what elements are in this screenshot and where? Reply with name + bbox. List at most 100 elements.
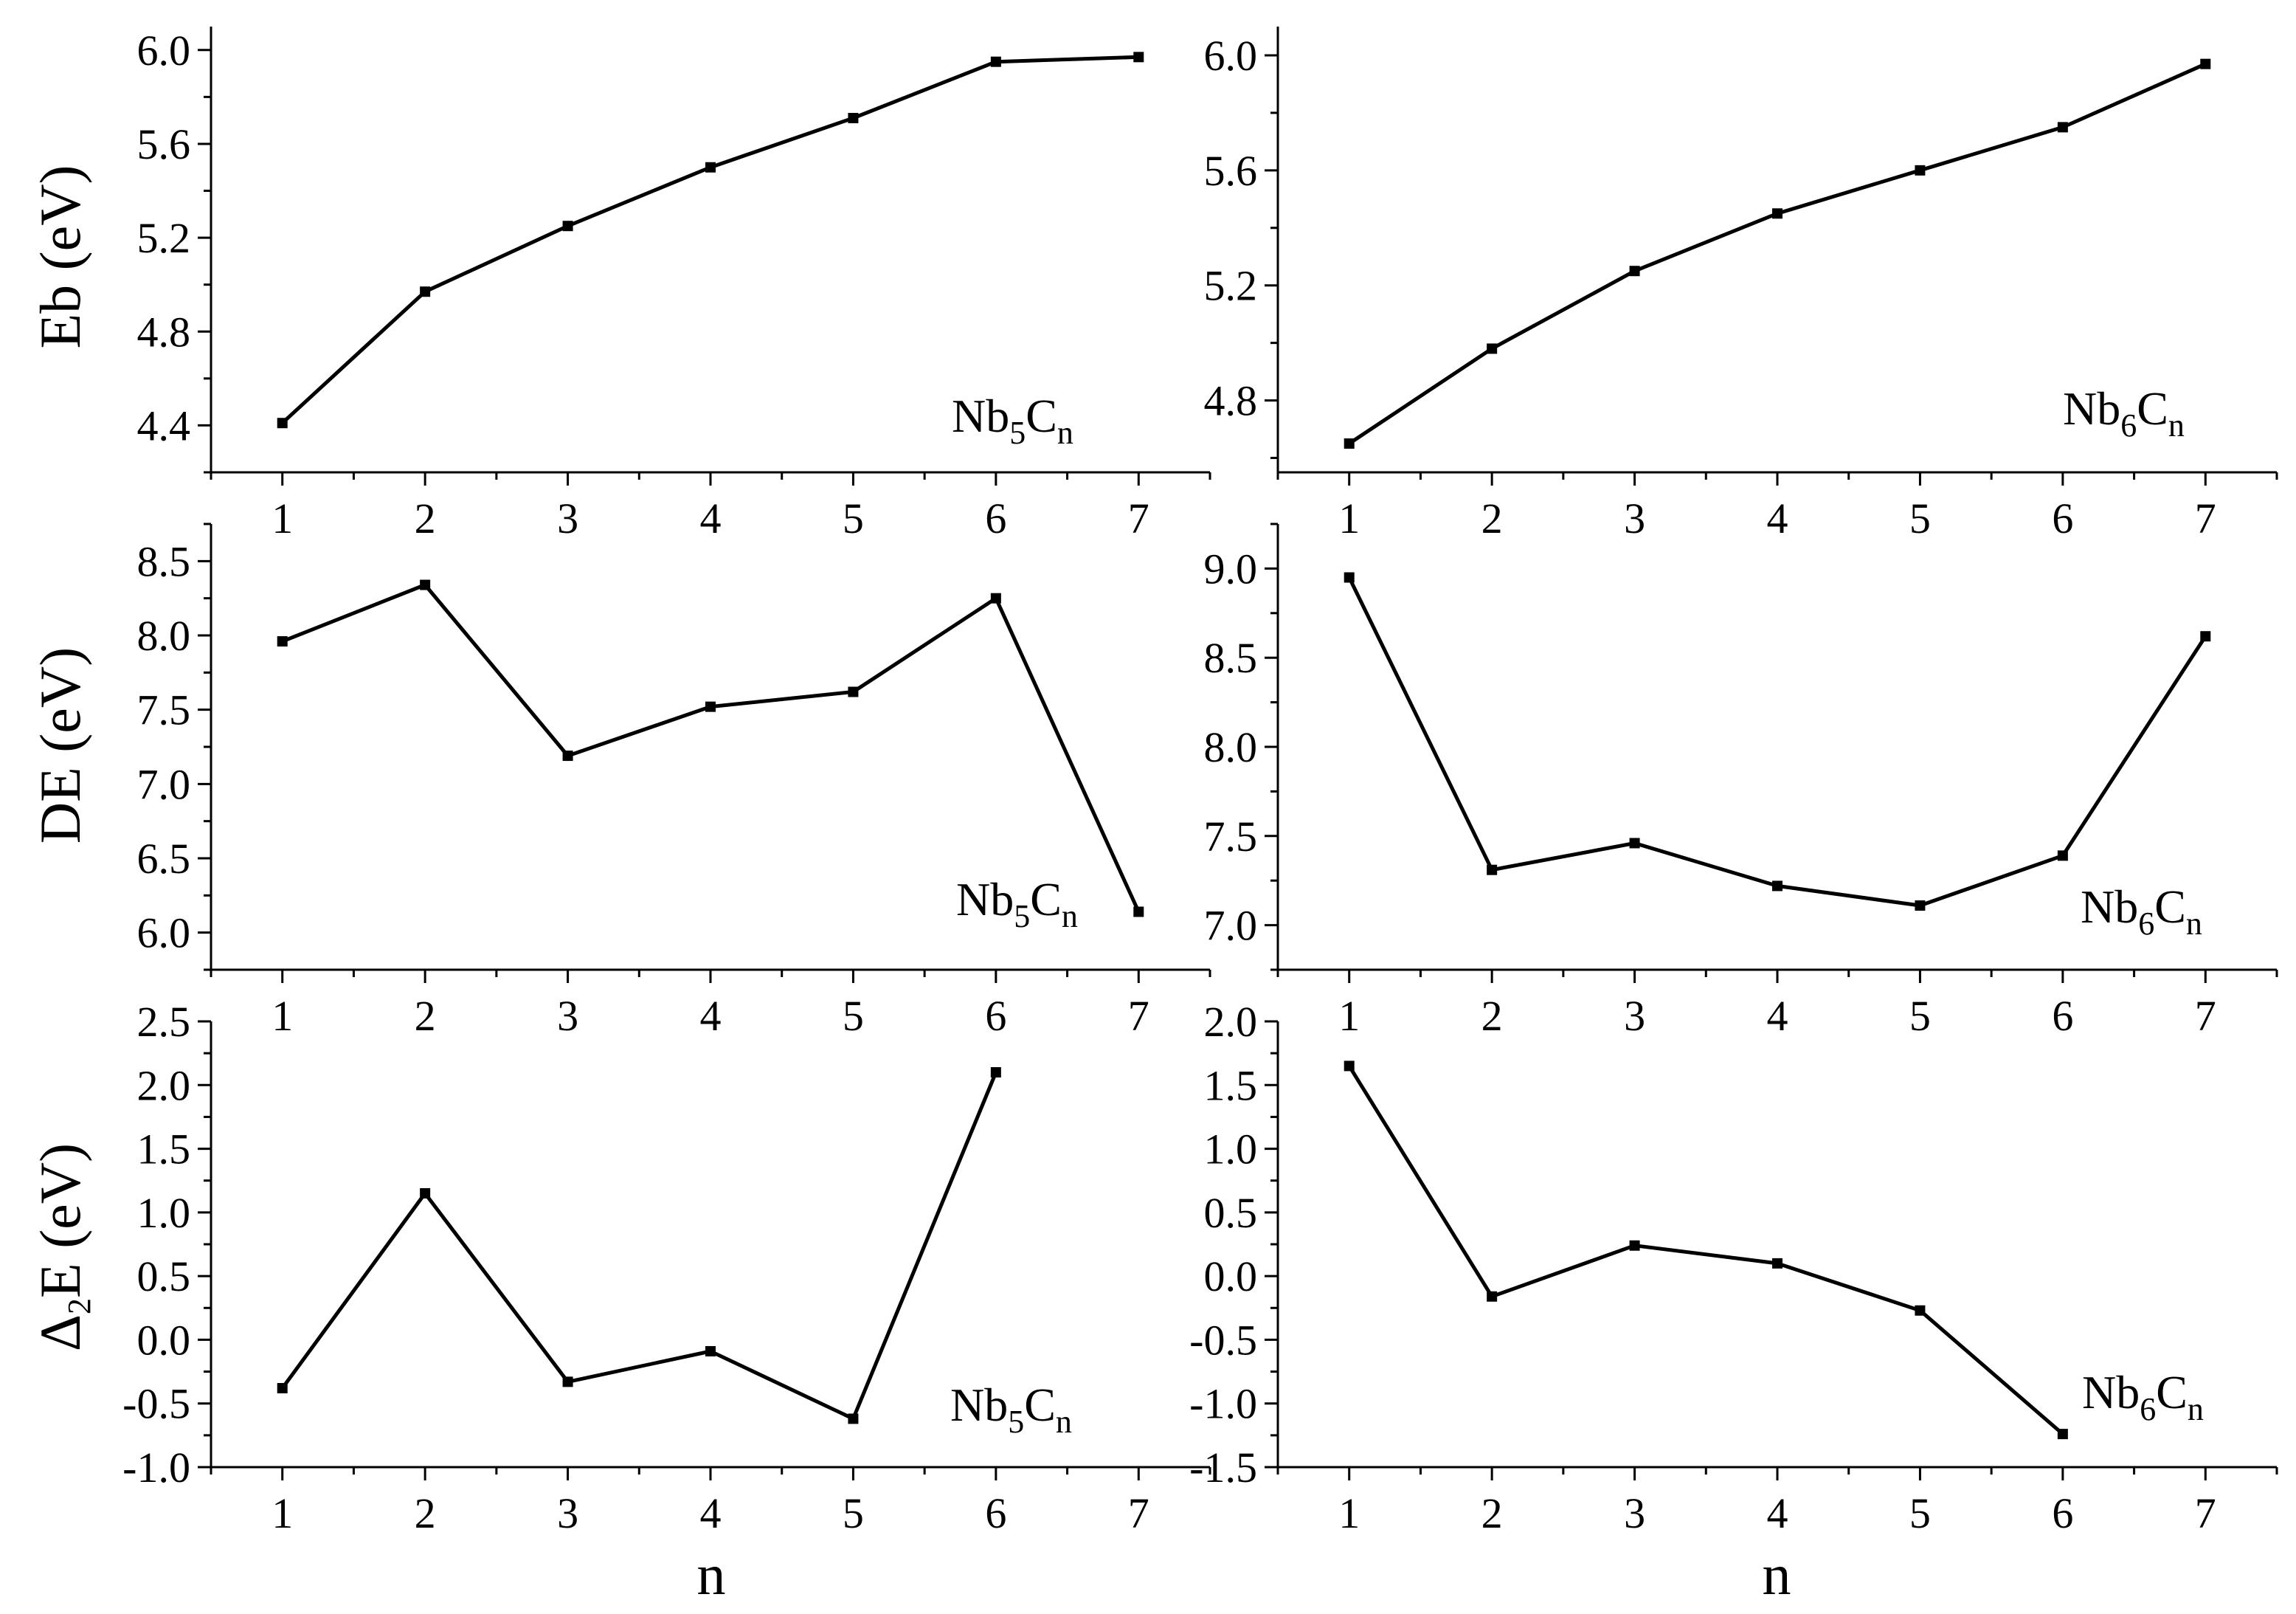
data-point	[277, 1383, 288, 1394]
x-tick-label: 5	[1909, 1489, 1931, 1537]
x-tick-label: 3	[1624, 1489, 1645, 1537]
x-tick-label: 4	[700, 494, 722, 542]
x-tick-label: 1	[1338, 494, 1360, 542]
x-tick-label: 2	[415, 992, 436, 1040]
data-point	[2200, 631, 2211, 642]
data-point	[2057, 122, 2068, 133]
y-tick-label: 7.5	[1204, 813, 1258, 861]
x-tick-label: 5	[843, 1489, 864, 1537]
x-tick-label: 6	[2052, 992, 2073, 1040]
panel-label-d2e-nb6: Nb6Cn	[2082, 1366, 2204, 1427]
y-axis-title-de: DE (eV)	[28, 647, 92, 844]
data-point	[990, 56, 1001, 67]
y-tick-label: 9.0	[1204, 545, 1258, 593]
data-point	[990, 593, 1001, 604]
data-point	[1344, 1061, 1355, 1072]
chart-d2e-nb6: -1.5 -1.0 -0.5 0.0 0.5 1.0 1.5 2.0 1 2 3 4 5 6 7	[1189, 998, 2278, 1537]
delta-symbol: Δ	[28, 1314, 92, 1351]
panel-label-sub1: 6	[2138, 906, 2154, 942]
data-point	[1772, 1258, 1782, 1269]
panel-label-sub2: n	[2186, 906, 2202, 942]
data-point	[420, 579, 431, 590]
panel-label-sub1: 6	[2120, 407, 2137, 444]
x-tick-label: 4	[1767, 494, 1788, 542]
data-point	[705, 1345, 716, 1356]
x-tick-label: 6	[2052, 494, 2073, 542]
y-tick-label: -1.0	[1189, 1380, 1257, 1428]
panel-label-main: Nb	[2082, 1366, 2140, 1418]
panel-label-d2e-nb5: Nb5Cn	[950, 1379, 1072, 1440]
data-point	[1344, 438, 1355, 449]
y-tick-label: 8.0	[137, 612, 191, 660]
data-point	[2057, 1429, 2068, 1440]
panel-label-eb-nb5: Nb5Cn	[952, 390, 1073, 451]
x-tick-label: 7	[1128, 1489, 1149, 1537]
x-tick-label: 7	[1128, 494, 1149, 542]
x-tick-label: 4	[700, 1489, 722, 1537]
x-tick-label: 7	[2195, 992, 2216, 1040]
y-tick-label: 1.0	[1204, 1125, 1258, 1173]
data-point	[562, 751, 573, 762]
x-tick-label: 7	[1128, 992, 1149, 1040]
y-tick-label: 6.5	[137, 835, 191, 883]
y-axis-title-d2e: Δ2E (eV)	[28, 1143, 97, 1351]
y-tick-label: 5.6	[1204, 147, 1258, 195]
y-tick-label: 0.5	[1204, 1189, 1258, 1237]
x-tick-label: 4	[700, 992, 722, 1040]
panel-label-main: Nb	[950, 1379, 1008, 1431]
x-tick-label: 3	[557, 992, 578, 1040]
panel-label-de-nb5: Nb5Cn	[956, 873, 1078, 934]
panel-label-mid: C	[2156, 1366, 2188, 1418]
y-tick-label: 5.2	[137, 214, 191, 262]
data-point	[2057, 850, 2068, 861]
y-tick-label: 8.5	[1204, 634, 1258, 682]
x-tick-label: 2	[1481, 1489, 1503, 1537]
chart-eb-nb6: 4.8 5.2 5.6 6.0 1 2 3 4 5 6 7	[1204, 27, 2278, 542]
y-tick-label: 0.5	[137, 1252, 191, 1300]
panel-label-main: Nb	[2063, 382, 2120, 435]
data-point	[1344, 572, 1355, 583]
data-point	[1915, 900, 1926, 911]
charts-layer: 4.44.85.25.66.01 2 3 4 5 6 74.85.25.66.01 2 3 4 5 6…	[122, 27, 2278, 1537]
y-tick-label: 4.4	[137, 401, 191, 449]
x-tick-label: 3	[1624, 992, 1645, 1040]
y-tick-label: 1.0	[137, 1189, 191, 1237]
y-tick-label: 2.5	[137, 998, 191, 1046]
data-point	[562, 1376, 573, 1387]
data-point	[1487, 864, 1498, 875]
x-tick-label: 1	[272, 1489, 293, 1537]
y-tick-label: 4.8	[137, 308, 191, 356]
data-point	[848, 112, 859, 123]
x-tick-label: 5	[843, 992, 864, 1040]
x-tick-label: 6	[985, 494, 1006, 542]
y-tick-label: 6.0	[137, 27, 191, 75]
y-tick-label: 5.6	[137, 120, 191, 168]
x-tick-label: 1	[272, 992, 293, 1040]
y-tick-label: 8.0	[1204, 723, 1258, 771]
x-tick-label: 6	[2052, 1489, 2073, 1537]
x-tick-label: 2	[415, 494, 436, 542]
y-tick-label: -0.5	[1189, 1316, 1257, 1364]
data-point	[1133, 906, 1144, 917]
data-point	[277, 418, 288, 429]
data-point	[1629, 1240, 1640, 1251]
delta-rest: E (eV)	[28, 1143, 92, 1298]
series-line	[1347, 1065, 2064, 1435]
series-line	[281, 583, 1141, 913]
x-tick-label: 2	[1481, 494, 1503, 542]
data-point	[848, 1413, 859, 1424]
x-tick-label: 5	[843, 494, 864, 542]
panel-label-mid: C	[1030, 873, 1062, 925]
panel-label-mid: C	[2154, 880, 2186, 933]
data-point	[2200, 58, 2211, 69]
data-point	[420, 1187, 431, 1199]
y-tick-label: -0.5	[122, 1380, 190, 1428]
panel-label-sub1: 5	[1008, 1404, 1024, 1440]
chart-eb-nb5: 4.4 4.8 5.2 5.6 6.0 1 2 3 4 5 6 7	[137, 27, 1211, 542]
panel-label-main: Nb	[2081, 880, 2138, 933]
data-point	[1487, 1291, 1498, 1302]
data-point	[1915, 1305, 1926, 1316]
x-tick-label: 3	[1624, 494, 1645, 542]
y-tick-label: 0.0	[137, 1316, 191, 1364]
x-tick-label: 1	[1338, 992, 1360, 1040]
